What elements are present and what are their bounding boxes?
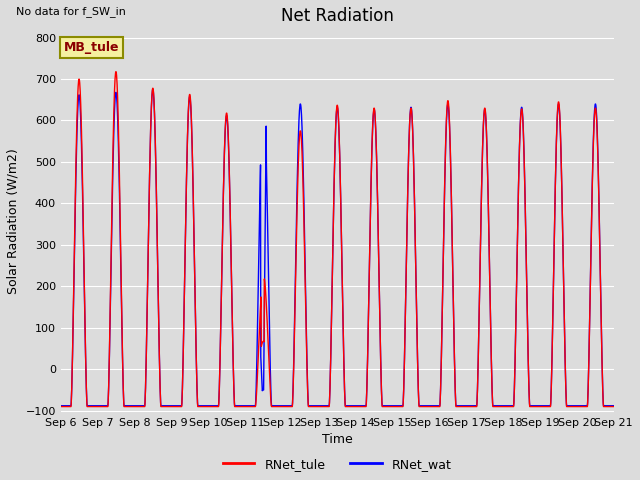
RNet_tule — [211, 404, 219, 409]
RNet_wat — [577, 403, 584, 408]
RNet_tule — [365, 264, 373, 270]
RNet_wat — [211, 403, 219, 408]
RNet_wat — [353, 403, 361, 408]
RNet_wat — [149, 87, 157, 93]
RNet_tule — [577, 404, 584, 409]
RNet_tule — [353, 404, 361, 409]
RNet_tule — [112, 69, 120, 74]
X-axis label: Time: Time — [322, 433, 353, 446]
RNet_wat — [610, 403, 618, 408]
RNet_wat — [498, 403, 506, 408]
Text: MB_tule: MB_tule — [63, 41, 119, 54]
Legend: RNet_tule, RNet_wat: RNet_tule, RNet_wat — [218, 453, 456, 476]
RNet_tule — [561, 355, 569, 361]
RNet_tule — [610, 404, 618, 409]
Y-axis label: Solar Radiation (W/m2): Solar Radiation (W/m2) — [7, 148, 20, 294]
RNet_wat — [365, 264, 373, 270]
Text: No data for f_SW_in: No data for f_SW_in — [17, 6, 126, 17]
RNet_wat — [561, 355, 569, 360]
Line: RNet_wat: RNet_wat — [61, 90, 614, 406]
RNet_wat — [57, 403, 65, 408]
Title: Net Radiation: Net Radiation — [281, 7, 394, 25]
Line: RNet_tule: RNet_tule — [61, 72, 614, 407]
RNet_tule — [498, 404, 506, 409]
RNet_tule — [57, 404, 65, 409]
